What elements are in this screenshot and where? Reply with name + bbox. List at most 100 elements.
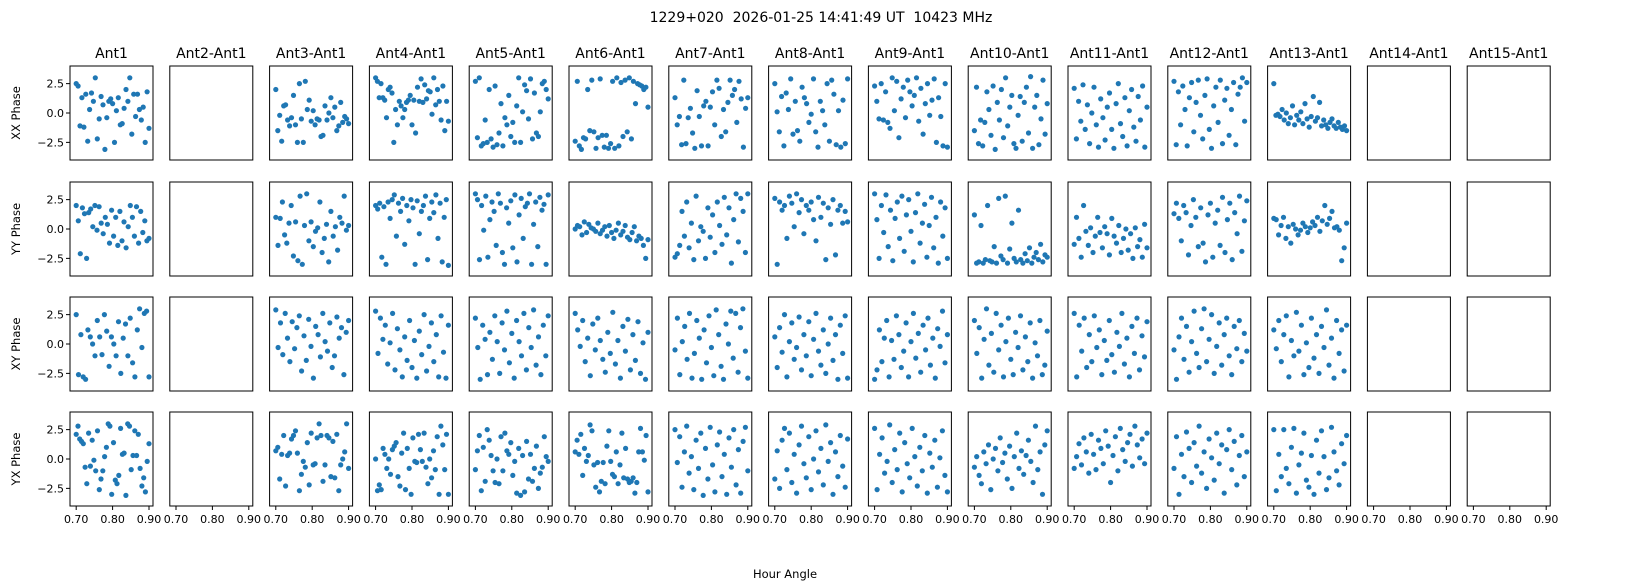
subplot-ant10-ant1-yx: 0.70 0.80 0.90 [962,411,1059,526]
data-point [506,92,512,98]
data-point [890,258,896,264]
data-point [611,474,618,480]
data-point [475,344,481,351]
data-point [729,92,736,98]
data-point [416,328,422,334]
data-point [328,95,334,101]
data-point [1025,359,1031,365]
data-point [635,319,641,325]
data-point [1129,463,1135,469]
data-point [645,237,651,243]
data-point [1200,136,1206,142]
data-point [110,440,117,446]
data-point [322,462,328,468]
data-point [404,202,410,209]
data-point [484,427,490,433]
data-point [1288,240,1294,246]
data-point [981,336,987,342]
axes-frame [368,181,453,277]
data-point [308,343,314,349]
data-point [323,221,330,227]
data-point [1042,131,1048,137]
data-point [1086,470,1092,476]
subplot-ant13-ant1-xy [1267,296,1352,392]
data-point [928,194,935,200]
axes-frame [668,65,753,161]
data-point [477,376,483,382]
data-point [672,427,678,433]
data-point [1073,136,1079,142]
data-point [1000,257,1006,263]
data-point [282,310,288,316]
column-title: Ant10-Ant1 [970,46,1049,62]
data-point [1173,200,1179,206]
data-point [133,204,140,210]
data-point [781,143,787,149]
data-point [1016,465,1022,471]
data-point [688,454,695,460]
subplot-ant3-ant1-yx: 0.70 0.80 0.90 [264,411,361,526]
data-point [75,372,82,378]
data-point [130,452,136,459]
data-point [1234,231,1240,237]
data-point [711,373,717,379]
axes-frame [1267,181,1352,277]
data-point [429,199,435,205]
data-point [1132,423,1138,429]
data-point [137,306,143,312]
figure-title: 1229+020 2026-01-25 14:41:49 UT 10423 MH… [650,10,993,26]
data-point [313,323,319,329]
data-point [1201,306,1207,312]
data-point [813,129,819,135]
data-point [837,432,843,439]
data-point [899,193,905,199]
data-point [129,131,135,137]
data-point [514,259,520,265]
data-point [642,376,649,382]
data-point [595,135,601,141]
data-point [474,135,480,141]
data-point [389,197,395,203]
axes-frame [368,411,453,507]
data-point [1015,112,1021,118]
data-point [797,138,803,144]
data-point [1027,320,1033,326]
data-point [391,192,397,198]
data-point [125,353,131,359]
data-point [881,335,887,341]
data-point [698,143,705,149]
data-point [909,425,915,431]
data-point [1186,95,1192,101]
data-point [902,440,908,446]
data-point [674,251,680,257]
column-title: Ant13-Ant1 [1269,46,1348,62]
data-point [944,332,951,338]
data-point [1037,449,1043,455]
data-point [1221,490,1227,496]
data-point [444,98,450,104]
data-point [602,481,608,487]
data-point [789,320,795,326]
data-point [835,207,841,213]
data-point [84,255,90,261]
data-point [579,232,585,238]
data-point [427,456,433,462]
data-point [104,328,110,334]
data-point [482,478,488,484]
data-point [408,491,414,497]
data-point [1090,249,1096,256]
data-point [416,231,422,237]
data-point [779,207,785,213]
data-point [1234,346,1240,352]
data-point [1213,84,1219,90]
data-point [1310,93,1316,100]
data-point [1296,117,1302,123]
data-point [321,235,327,241]
data-point [1288,444,1294,450]
data-point [1173,434,1180,440]
data-point [1104,357,1110,363]
column-title: Ant2-Ant1 [176,46,246,62]
data-point [804,101,810,107]
data-point [1141,354,1148,360]
data-point [134,91,141,97]
